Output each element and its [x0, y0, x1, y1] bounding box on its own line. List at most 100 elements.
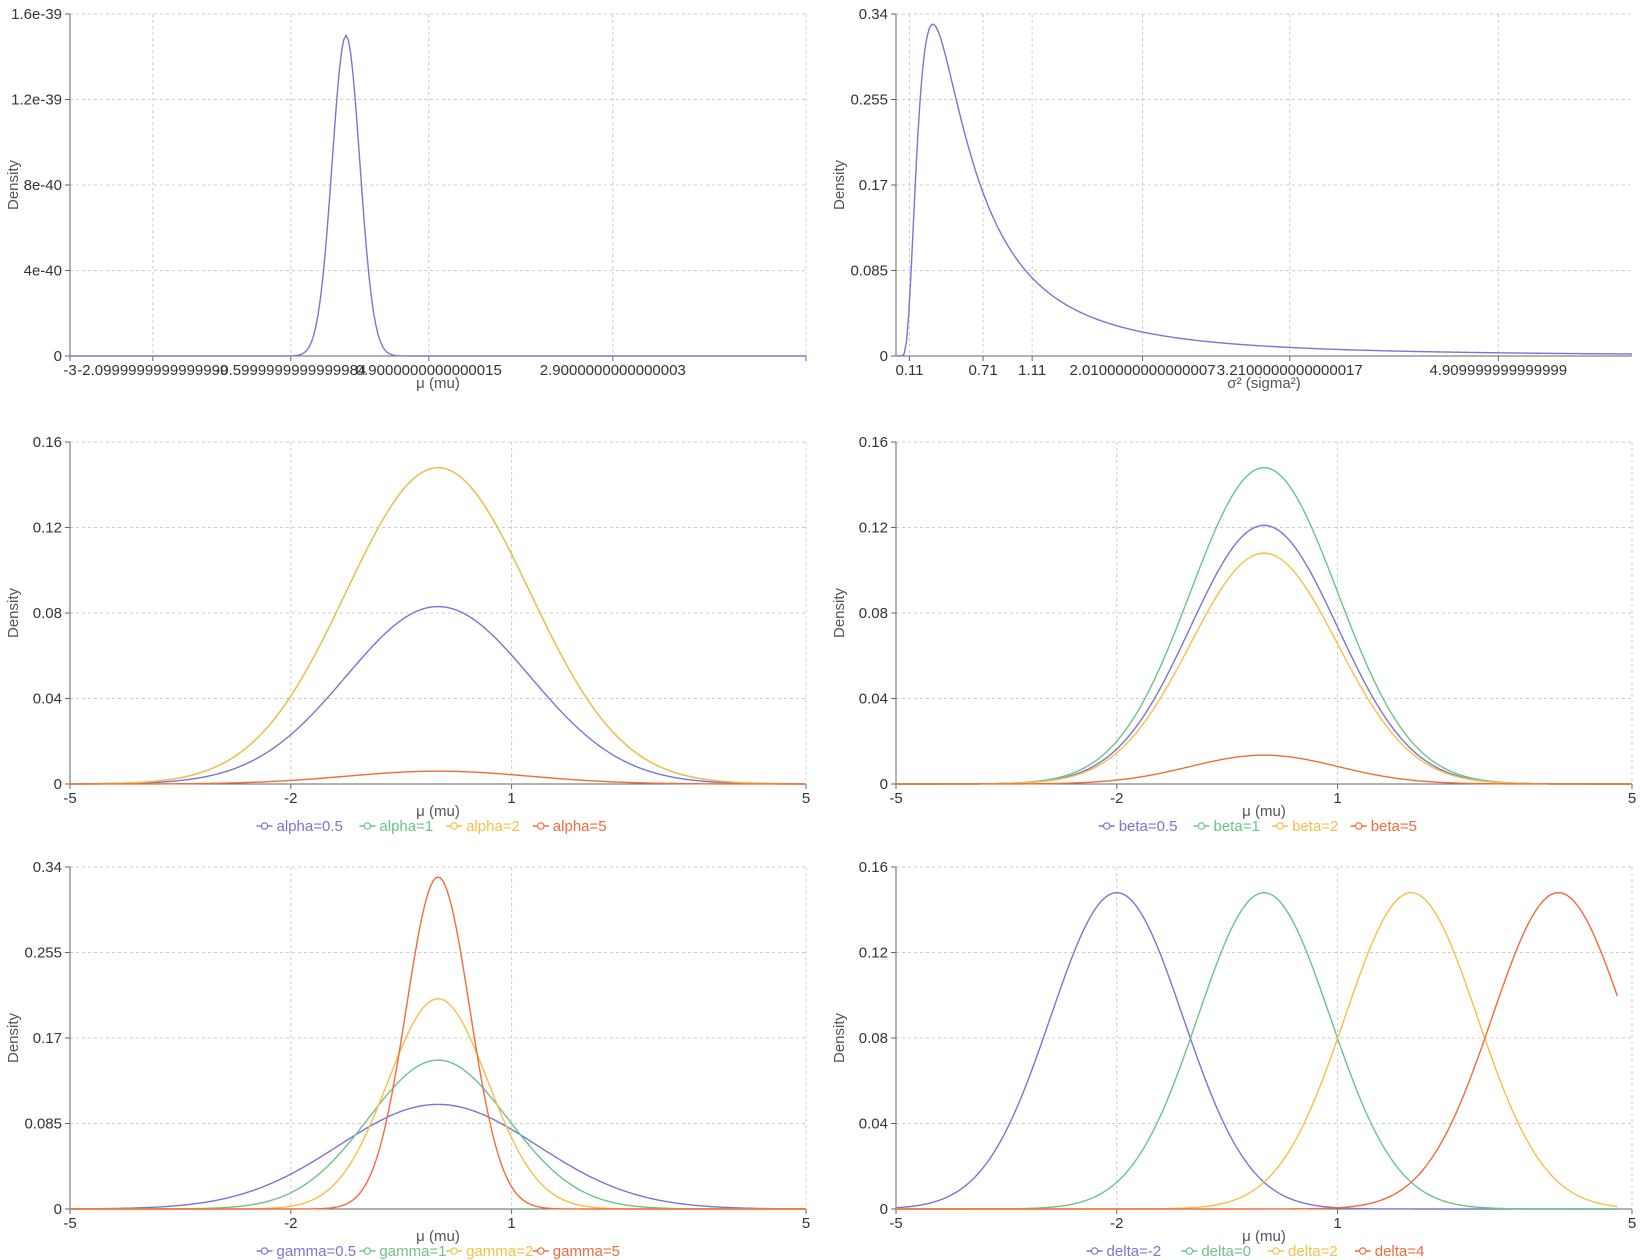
series-line	[69, 1103, 807, 1210]
legend-label: alpha=1	[379, 818, 433, 835]
legend-item[interactable]: gamma=0.5	[256, 1243, 357, 1260]
x-tick-label: 1	[507, 1215, 515, 1232]
legend-label: gamma=1	[379, 1243, 446, 1260]
legend-label: gamma=5	[553, 1243, 620, 1260]
y-tick-label: 0	[54, 1201, 62, 1218]
sigma-marginal-panel: 0 0.085 0.17 0.255 0.34 0.11 0.71 1.11 2.0100000…	[831, 6, 1633, 392]
y-tick-label: 4e-40	[24, 263, 62, 280]
legend-swatch-marker	[1185, 1247, 1194, 1255]
series-line	[895, 891, 1618, 1210]
y-tick-label: 0.12	[859, 520, 888, 537]
x-tick-label: -2.0999999999999999	[77, 362, 228, 379]
y-tick-label: 0.04	[859, 1116, 888, 1133]
x-tick-label: -5	[63, 1215, 76, 1232]
legend-item[interactable]: gamma=1	[359, 1243, 447, 1260]
legend-item[interactable]: alpha=5	[532, 818, 607, 835]
series-line	[69, 466, 807, 785]
x-tick-label: -3	[63, 362, 76, 379]
series-line	[69, 466, 807, 785]
x-tick-label: 0.11	[895, 362, 923, 379]
legend-swatch-marker	[450, 1247, 458, 1255]
legend-swatch-marker	[1276, 822, 1284, 830]
x-tick-label: 0.71	[968, 362, 997, 379]
y-tick-label: 0.255	[850, 92, 888, 109]
gamma-panel-panel: 0 0.085 0.17 0.255 0.34 -5 -2 1 5 μ (mu) Density ga…	[5, 859, 810, 1260]
y-tick-label: 0.085	[850, 263, 888, 280]
series-line	[896, 891, 1618, 1210]
legend-label: delta=4	[1375, 1243, 1425, 1260]
series-line	[896, 891, 1618, 1210]
x-tick-label: 1	[1333, 790, 1341, 807]
x-axis-title: σ² (sigma²)	[1227, 375, 1300, 392]
legend-swatch-marker	[1197, 822, 1206, 830]
legend-label: beta=2	[1292, 818, 1338, 835]
legend-swatch-marker	[1102, 822, 1111, 830]
y-axis-title: Density	[831, 159, 848, 210]
series-line	[69, 605, 807, 785]
y-tick-label: 0.085	[24, 1116, 62, 1133]
legend-swatch-marker	[450, 822, 458, 830]
y-axis-title: Density	[831, 587, 848, 638]
x-tick-label: 1.11	[1018, 362, 1046, 379]
x-axis-title: μ (mu)	[416, 803, 460, 820]
legend-item[interactable]: delta=0	[1181, 1243, 1251, 1260]
y-tick-label: 1.6e-39	[11, 6, 62, 23]
legend-item[interactable]: beta=5	[1350, 818, 1417, 835]
legend-item[interactable]: gamma=5	[532, 1243, 620, 1260]
legend-label: alpha=5	[553, 818, 607, 835]
y-tick-label: 0	[54, 776, 62, 793]
alpha-panel-panel: 0 0.04 0.08 0.12 0.16 -5 -2 1 5 μ (mu) Density alph…	[5, 434, 810, 835]
legend-label: beta=1	[1214, 818, 1260, 835]
legend-item[interactable]: alpha=2	[446, 818, 520, 835]
y-tick-label: 0.12	[33, 520, 62, 537]
x-tick-label: -5	[889, 790, 902, 807]
y-tick-label: 0	[54, 348, 62, 365]
mu-marginal-panel: 0 4e-40 8e-40 1.2e-39 1.6e-39 -3 -2.0999999999…	[5, 6, 807, 392]
y-tick-label: 0.16	[859, 859, 888, 876]
series-line	[897, 23, 1633, 357]
x-tick-label: 4.909999999999999	[1429, 362, 1567, 379]
legend-item[interactable]: delta=-2	[1086, 1243, 1162, 1260]
legend[interactable]: delta=-2 delta=0 delta=2 delta=4	[1086, 1243, 1425, 1260]
x-tick-label: 5	[802, 1215, 810, 1232]
series-line	[896, 891, 1618, 1210]
legend-item[interactable]: beta=1	[1193, 818, 1260, 835]
y-tick-label: 0.16	[859, 434, 888, 451]
legend-swatch-marker	[1354, 822, 1363, 830]
legend-item[interactable]: delta=2	[1268, 1243, 1338, 1260]
legend-swatch-marker	[363, 1247, 372, 1255]
y-tick-label: 1.2e-39	[11, 92, 62, 109]
x-axis-title: μ (mu)	[416, 375, 460, 392]
x-tick-label: -2	[284, 790, 297, 807]
y-tick-label: 0.04	[33, 691, 62, 708]
legend[interactable]: beta=0.5 beta=1 beta=2 beta=5	[1098, 818, 1417, 835]
legend-swatch-marker	[536, 1247, 545, 1255]
x-tick-label: -2	[284, 1215, 297, 1232]
x-tick-label: 5	[802, 790, 810, 807]
legend-label: beta=0.5	[1119, 818, 1178, 835]
series-line	[70, 770, 806, 785]
legend[interactable]: gamma=0.5 gamma=1 gamma=2 gamma=5	[256, 1243, 620, 1260]
series-line	[70, 1059, 806, 1210]
y-tick-label: 0.17	[859, 177, 888, 194]
y-axis-title: Density	[5, 159, 22, 210]
legend-swatch-marker	[260, 822, 269, 830]
legend-item[interactable]: alpha=1	[359, 818, 433, 835]
x-tick-label: -5	[889, 1215, 902, 1232]
legend-item[interactable]: delta=4	[1354, 1243, 1425, 1260]
delta-panel-panel: 0 0.04 0.08 0.12 0.16 -5 -2 1 5 μ (mu) Density delt…	[831, 859, 1636, 1260]
legend-swatch-marker	[1358, 1247, 1367, 1255]
legend-label: alpha=2	[466, 818, 520, 835]
y-axis-title: Density	[5, 1012, 22, 1063]
legend-item[interactable]: beta=2	[1272, 818, 1338, 835]
legend[interactable]: alpha=0.5 alpha=1 alpha=2 alpha=5	[256, 818, 607, 835]
y-tick-label: 0	[880, 1201, 888, 1218]
legend-item[interactable]: alpha=0.5	[256, 818, 343, 835]
legend-item[interactable]: gamma=2	[446, 1243, 533, 1260]
legend-label: delta=2	[1288, 1243, 1338, 1260]
legend-swatch-marker	[1272, 1247, 1280, 1255]
legend-item[interactable]: beta=0.5	[1098, 818, 1178, 835]
series-line	[896, 552, 1632, 785]
y-axis-title: Density	[5, 587, 22, 638]
